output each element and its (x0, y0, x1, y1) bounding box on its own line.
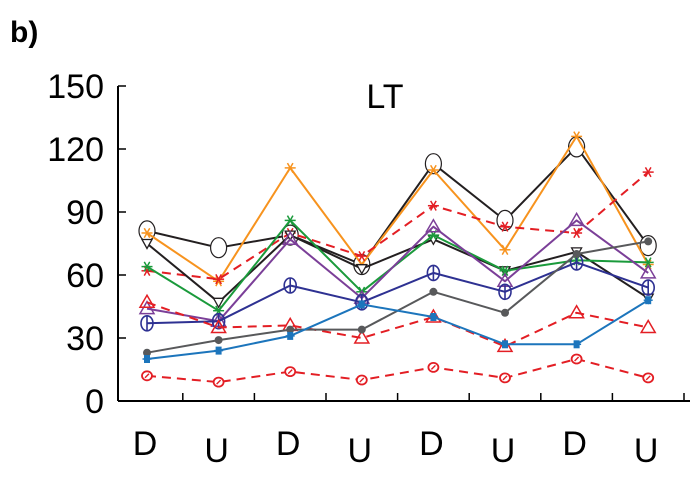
data-point (430, 164, 437, 176)
x-tick-label: U (491, 432, 516, 470)
data-point (644, 257, 652, 268)
x-tick-label: U (204, 432, 229, 470)
data-point (281, 230, 299, 246)
series-line (146, 135, 650, 283)
x-tick-label: U (634, 432, 659, 470)
y-tick-label: 60 (66, 257, 104, 295)
data-series (141, 131, 654, 287)
data-point (430, 200, 437, 211)
data-point (210, 237, 228, 259)
data-point (501, 221, 509, 232)
panel-label: b) (10, 16, 38, 49)
data-point (358, 250, 366, 262)
data-point (215, 276, 222, 287)
data-point (501, 244, 509, 255)
data-point (639, 264, 657, 279)
data-point (143, 261, 151, 272)
data-point-slash (502, 375, 508, 381)
data-point (429, 287, 438, 296)
y-tick-label: 30 (66, 320, 104, 358)
data-series (141, 353, 655, 388)
data-point (143, 348, 151, 357)
data-point (214, 336, 223, 345)
data-point-slash (430, 364, 436, 370)
series-line (146, 299, 649, 360)
data-point (568, 304, 585, 319)
data-point-slash (287, 369, 293, 375)
series-line (146, 261, 649, 325)
data-point (501, 308, 509, 317)
data-point (286, 162, 294, 174)
data-point (210, 319, 227, 334)
data-point (644, 237, 653, 246)
data-series (142, 296, 653, 363)
data-point (573, 131, 580, 142)
y-tick-label: 150 (47, 68, 104, 106)
data-point (215, 274, 222, 285)
data-point-slash (144, 373, 150, 379)
series-line (146, 145, 650, 266)
data-point-slash (574, 356, 580, 362)
x-tick-label: D (276, 425, 301, 463)
series-line (146, 219, 649, 323)
y-tick-label: 0 (85, 383, 104, 421)
data-point (639, 235, 657, 257)
data-point (644, 166, 652, 178)
data-point (572, 250, 581, 258)
data-point (138, 293, 156, 309)
data-series (140, 254, 656, 332)
x-tick-label: D (562, 425, 587, 463)
data-point (425, 218, 442, 233)
axes: 0 30 60 90 120 150 D U D U D U D U (47, 68, 690, 470)
series-line (146, 301, 649, 348)
data-point (212, 297, 225, 309)
y-tick-label: 120 (47, 131, 104, 169)
data-point (143, 227, 151, 239)
data-point (501, 265, 509, 276)
x-tick-label: U (348, 432, 373, 470)
x-tick-label: D (419, 425, 444, 463)
data-series (138, 136, 657, 276)
data-point (286, 325, 295, 334)
data-point-slash (645, 375, 651, 381)
data-point (573, 227, 580, 239)
x-tick-label: D (133, 425, 158, 463)
series-line (146, 234, 649, 304)
data-point (286, 215, 294, 226)
data-point (639, 319, 657, 334)
series-line (146, 240, 649, 354)
y-tick-label: 90 (66, 194, 104, 232)
data-point (568, 211, 585, 227)
series-layer (138, 131, 657, 388)
data-point (357, 325, 366, 334)
data-point (496, 337, 514, 353)
data-point (353, 329, 371, 344)
data-point (424, 153, 442, 175)
data-point (355, 264, 368, 276)
data-point (140, 238, 154, 250)
series-line (146, 171, 649, 281)
data-point-slash (359, 377, 365, 383)
series-line (146, 219, 649, 312)
chart-title: LT (366, 78, 403, 116)
series-line (146, 358, 649, 384)
data-point-slash (216, 379, 222, 385)
